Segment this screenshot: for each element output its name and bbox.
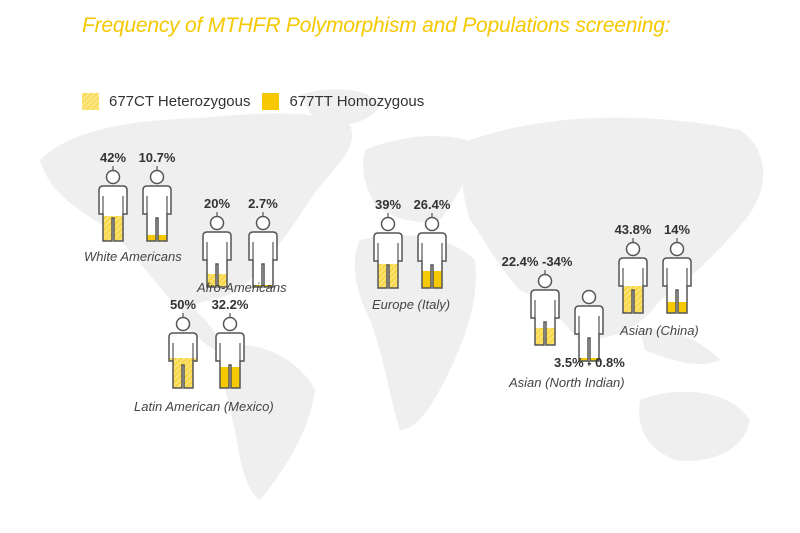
person-icon xyxy=(662,238,692,314)
person-icon xyxy=(618,238,648,314)
group-label-china: Asian (China) xyxy=(620,323,699,338)
legend-label-homozygous: 677TT Homozygous xyxy=(289,93,425,110)
group-label-north-indian: Asian (North Indian) xyxy=(509,375,625,390)
percent-label: 14% xyxy=(663,222,691,237)
percent-label: 43.8% xyxy=(614,222,652,237)
percent-label: 10.7% xyxy=(138,150,176,165)
percent-label-north-indian-homozygous: 3.5% - 0.8% xyxy=(554,355,625,370)
percent-label: 39% xyxy=(374,197,402,212)
person-icon xyxy=(530,270,560,346)
percent-label: 20% xyxy=(203,196,231,211)
person-icon xyxy=(373,213,403,289)
percent-label: 42% xyxy=(99,150,127,165)
person-icon xyxy=(417,213,447,289)
person-icon xyxy=(202,212,232,288)
legend: 677CT Heterozygous 677TT Homozygous xyxy=(82,93,436,110)
group-label-europe: Europe (Italy) xyxy=(372,297,451,312)
homozygous-swatch xyxy=(262,93,280,110)
person-icon xyxy=(248,212,278,288)
percent-label: 32.2% xyxy=(211,297,249,312)
person-icon xyxy=(168,313,198,389)
person-icon xyxy=(574,289,604,366)
person-icon xyxy=(142,166,172,242)
group-label-white-americans: White Americans xyxy=(84,249,182,264)
person-icon xyxy=(215,313,245,389)
percent-label: 22.4% -34% xyxy=(501,254,573,269)
percent-label: 50% xyxy=(169,297,197,312)
legend-item-homozygous: 677TT Homozygous xyxy=(262,93,424,110)
person-icon xyxy=(98,166,128,242)
percent-label: 2.7% xyxy=(248,196,278,211)
chart-title: Frequency of MTHFR Polymorphism and Popu… xyxy=(82,14,671,37)
group-label-latin-american: Latin American (Mexico) xyxy=(134,399,274,414)
legend-label-heterozygous: 677CT Heterozygous xyxy=(109,93,251,110)
legend-item-heterozygous: 677CT Heterozygous xyxy=(82,93,250,110)
heterozygous-swatch xyxy=(82,93,99,110)
percent-label: 26.4% xyxy=(413,197,451,212)
group-label-afro-americans: Afro-Americans xyxy=(197,280,287,295)
